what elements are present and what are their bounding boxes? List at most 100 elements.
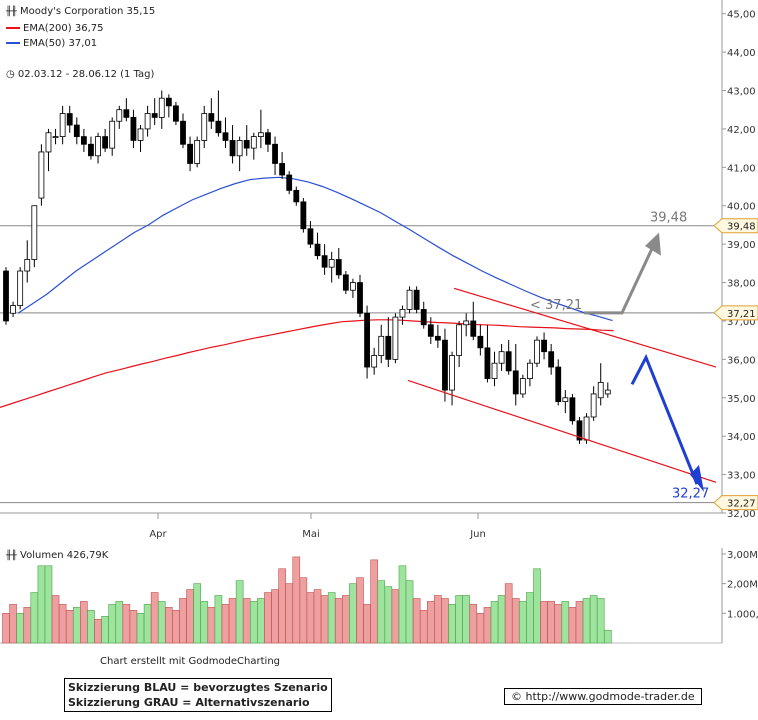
volume-bar <box>157 601 166 644</box>
annotation-target-up-label: 39,48 <box>650 211 687 226</box>
volume-bar <box>377 580 386 644</box>
volume-tick-label: 2,00M <box>727 580 758 591</box>
y-tick-label: 35,00 <box>727 394 756 405</box>
alt-scenario-arrow <box>584 241 657 315</box>
volume-bar <box>65 610 74 644</box>
candle-body <box>229 140 236 157</box>
candle-body <box>335 259 342 276</box>
volume-bar <box>363 604 371 644</box>
ema50-legend: EMA(50) 37,01 <box>6 38 97 49</box>
x-tick-label: Jun <box>469 529 486 540</box>
chart-title: ╫╫ Moody's Corporation 35,15 <box>6 6 156 17</box>
y-tick-label: 33,00 <box>727 471 756 482</box>
candle-body <box>272 143 278 164</box>
candle-body <box>498 351 505 364</box>
candle-body <box>102 136 109 149</box>
ema200-legend: EMA(200) 36,75 <box>6 23 103 34</box>
volume-bar <box>150 592 159 644</box>
volume-bar <box>561 601 570 644</box>
volume-bar <box>575 601 584 644</box>
bar-chart-icon: ╫╫ <box>6 7 17 17</box>
volume-bar <box>589 595 598 644</box>
price-axis-layer: 45,00 44,00 43,00 42,00 41,00 40,00 39,00 38,00… <box>0 0 756 540</box>
candle-body <box>590 393 597 418</box>
candle-body <box>413 289 420 310</box>
candle-body <box>250 136 257 149</box>
scenario-sketch: < 37,21 39,48 32,27 <box>407 211 717 502</box>
volume-bar <box>384 586 393 644</box>
candle-body <box>236 140 243 157</box>
volume-bar <box>540 601 548 644</box>
volume-bar <box>398 565 407 644</box>
volume-bar <box>483 607 492 644</box>
volume-bar <box>533 568 541 644</box>
volume-bar <box>462 595 471 644</box>
candle-body <box>215 120 222 134</box>
volume-legend: ╫╫ Volumen 426,79K <box>6 550 109 561</box>
volume-bars: 3,00M 2,00M 1.000,00K <box>0 548 758 644</box>
candle-body <box>569 397 576 422</box>
annotation-support-label: < 37,21 <box>530 298 582 313</box>
volume-bar <box>313 589 322 644</box>
candle-body <box>427 324 434 337</box>
volume-bar <box>596 598 605 644</box>
candle-body <box>399 309 406 318</box>
candle-body <box>257 132 264 137</box>
volume-bar <box>434 595 442 644</box>
volume-bar <box>101 615 109 644</box>
volume-bar <box>603 629 612 644</box>
volume-bar <box>306 592 315 644</box>
candle-body <box>385 335 392 360</box>
ema200-line <box>0 319 614 408</box>
candle-body <box>10 305 16 314</box>
url-text[interactable]: http://www.godmode-trader.de <box>525 690 695 703</box>
note-blue: Skizzierung BLAU = bevorzugtes Szenario <box>68 681 328 694</box>
candle-body <box>357 282 363 314</box>
candle-body <box>208 113 215 122</box>
volume-bar <box>16 613 24 644</box>
source-url[interactable]: © http://www.godmode-trader.de <box>504 688 702 705</box>
y-tick-label: 34,00 <box>727 432 756 443</box>
main-scenario-arrow <box>630 353 699 485</box>
candle-body <box>201 113 208 141</box>
volume-bar <box>299 577 308 644</box>
volume-bar <box>172 610 180 644</box>
volume-bar <box>554 604 563 644</box>
volume-bar <box>186 589 194 644</box>
volume-bar <box>334 598 343 644</box>
candle-body <box>180 120 186 145</box>
volume-bar <box>200 601 209 644</box>
volume-bar <box>504 583 513 644</box>
volume-bar <box>476 613 485 644</box>
volume-bar <box>44 565 53 644</box>
candle-body <box>300 201 307 230</box>
volume-bar <box>235 580 244 644</box>
candle-body <box>541 339 547 353</box>
volume-bar <box>228 598 237 644</box>
candle-body <box>378 335 385 356</box>
volume-bar <box>23 607 32 644</box>
y-tick-label: 40,00 <box>727 202 756 213</box>
y-tick-label: 43,00 <box>727 87 756 98</box>
candle-body <box>512 370 519 395</box>
candle-body <box>371 355 378 368</box>
volume-bar <box>242 598 251 644</box>
volume-bar <box>426 601 435 644</box>
level-label: 32,27 <box>727 499 756 510</box>
candle-body <box>109 120 116 149</box>
volume-bar <box>264 592 272 644</box>
candle-body <box>222 132 229 141</box>
candle-body <box>194 140 201 164</box>
candle-body <box>80 136 87 145</box>
volume-icon: ╫╫ <box>6 551 17 561</box>
volume-bar <box>9 604 17 644</box>
candle-body <box>456 324 463 356</box>
candle-body <box>52 136 59 138</box>
candle-body <box>151 113 158 118</box>
candle-body <box>17 270 24 306</box>
candle-body <box>144 113 151 130</box>
candle-body <box>484 347 491 379</box>
volume-bar <box>405 580 414 644</box>
volume-bar <box>257 598 265 644</box>
ema200-swatch <box>6 27 20 29</box>
